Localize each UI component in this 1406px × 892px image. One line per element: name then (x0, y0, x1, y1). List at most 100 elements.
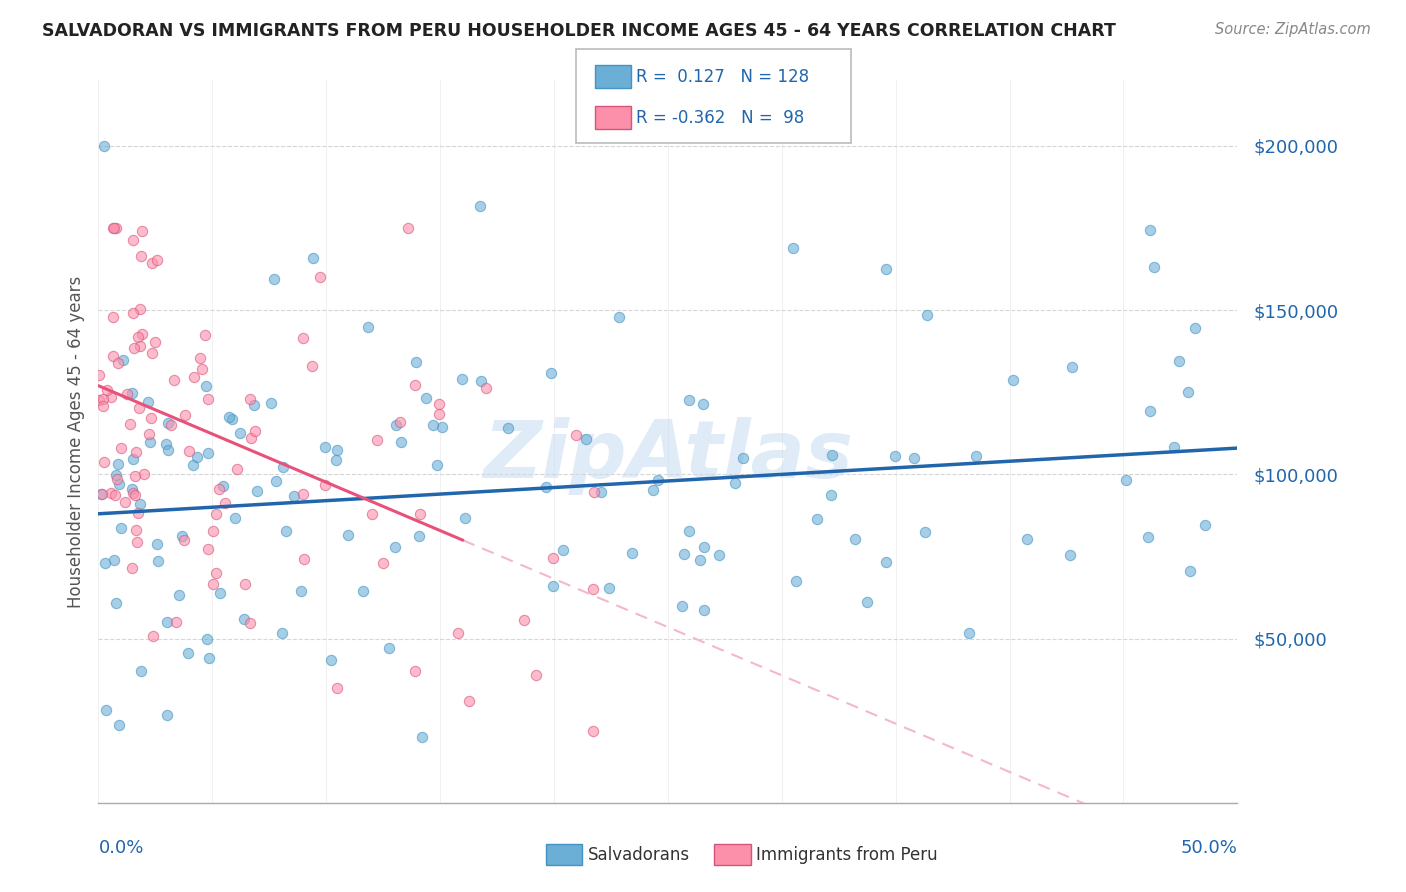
Point (692, 541, 714, 555)
Point (598, 581, 620, 595)
Point (156, 442, 179, 457)
Point (197, 541, 219, 556)
Point (245, 424, 267, 438)
Point (607, 310, 630, 324)
Point (167, 588, 190, 602)
Point (319, 652, 342, 666)
Point (177, 444, 200, 458)
Point (121, 482, 143, 496)
Point (447, 626, 470, 640)
Point (105, 471, 128, 485)
Y-axis label: Householder Income Ages 45 - 64 years: Householder Income Ages 45 - 64 years (66, 276, 84, 607)
Point (121, 560, 143, 574)
Point (957, 626, 980, 640)
Point (378, 640, 401, 655)
Point (591, 485, 613, 500)
Point (100, 390, 122, 404)
Point (671, 599, 693, 614)
Point (404, 378, 426, 392)
Point (325, 452, 347, 467)
Point (806, 511, 828, 525)
Point (100, 486, 122, 500)
Text: Salvadorans: Salvadorans (588, 846, 690, 863)
Point (266, 474, 288, 488)
Point (110, 441, 132, 455)
Point (1059, 548, 1081, 562)
Point (564, 428, 586, 442)
Point (136, 395, 159, 409)
Point (107, 356, 129, 370)
Point (427, 407, 450, 421)
Point (385, 418, 408, 433)
Point (541, 579, 564, 593)
Point (541, 551, 564, 566)
Point (875, 262, 897, 277)
Point (408, 529, 430, 543)
Point (205, 507, 228, 521)
Point (124, 445, 146, 459)
Point (326, 681, 349, 695)
Point (1194, 518, 1216, 533)
Point (263, 272, 285, 286)
Point (120, 417, 142, 431)
Point (782, 241, 804, 255)
Point (224, 511, 246, 525)
Point (202, 576, 225, 591)
Point (105, 596, 128, 610)
Point (114, 495, 136, 509)
Point (427, 397, 450, 411)
Point (155, 615, 177, 630)
Point (124, 468, 146, 483)
Point (129, 249, 152, 263)
Point (276, 524, 298, 538)
Point (143, 334, 166, 349)
Point (157, 417, 180, 431)
Point (233, 577, 256, 591)
Point (404, 664, 426, 678)
Point (139, 411, 162, 425)
Point (146, 253, 169, 268)
Point (582, 484, 605, 499)
Point (260, 395, 283, 409)
Point (366, 433, 388, 447)
Point (914, 524, 936, 539)
Text: ZipAtlas: ZipAtlas (482, 417, 853, 495)
Point (647, 474, 669, 488)
Point (1178, 564, 1201, 578)
Point (575, 432, 598, 446)
Point (94, 556, 117, 570)
Point (290, 584, 312, 599)
Text: Source: ZipAtlas.com: Source: ZipAtlas.com (1215, 22, 1371, 37)
Point (239, 392, 262, 407)
Point (128, 339, 150, 353)
Point (551, 543, 574, 558)
Point (163, 373, 186, 387)
Point (1184, 321, 1206, 335)
Point (239, 431, 262, 445)
Point (103, 221, 125, 235)
Point (233, 612, 256, 626)
Text: R = -0.362   N =  98: R = -0.362 N = 98 (636, 109, 804, 127)
Point (128, 302, 150, 317)
Point (93, 455, 115, 469)
Point (361, 508, 384, 522)
Point (197, 392, 219, 407)
Point (243, 398, 266, 412)
Text: R =  0.127   N = 128: R = 0.127 N = 128 (636, 68, 808, 86)
Point (693, 603, 716, 617)
Point (127, 329, 149, 343)
Point (724, 476, 747, 491)
Point (785, 574, 807, 589)
Point (121, 385, 143, 400)
Point (226, 462, 249, 476)
Point (121, 233, 143, 247)
Point (221, 412, 243, 426)
Point (239, 616, 262, 631)
Point (422, 417, 444, 432)
Point (470, 374, 492, 388)
Point (104, 488, 127, 502)
Point (141, 346, 163, 360)
Text: 0.0%: 0.0% (98, 838, 143, 857)
Point (209, 585, 232, 599)
Point (94, 703, 117, 717)
